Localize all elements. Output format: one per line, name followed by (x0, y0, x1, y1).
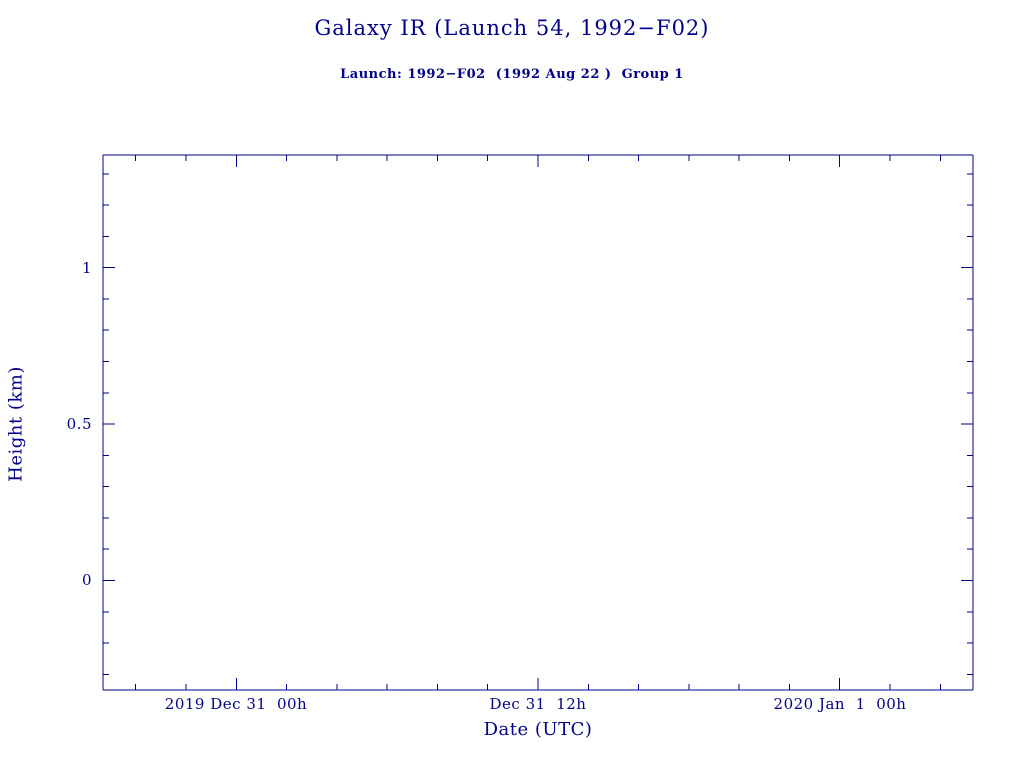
x-tick-label-dec31-00h: 2019 Dec 31 00h (164, 695, 308, 713)
x-tick-label-jan1-00h: 2020 Jan 1 00h (773, 695, 907, 713)
y-axis-label: Height (km) (5, 366, 27, 482)
chart-title: Galaxy IR (Launch 54, 1992−F02) (314, 16, 710, 40)
x-tick-label-dec31-12h: Dec 31 12h (489, 695, 587, 713)
x-axis-label: Date (UTC) (483, 719, 593, 740)
y-tick-label-0: 0 (81, 571, 92, 589)
chart-subtitle: Launch: 1992−F02 (1992 Aug 22 ) Group 1 (340, 67, 684, 82)
y-tick-label-0p5: 0.5 (66, 415, 92, 433)
y-tick-label-1: 1 (81, 259, 92, 277)
